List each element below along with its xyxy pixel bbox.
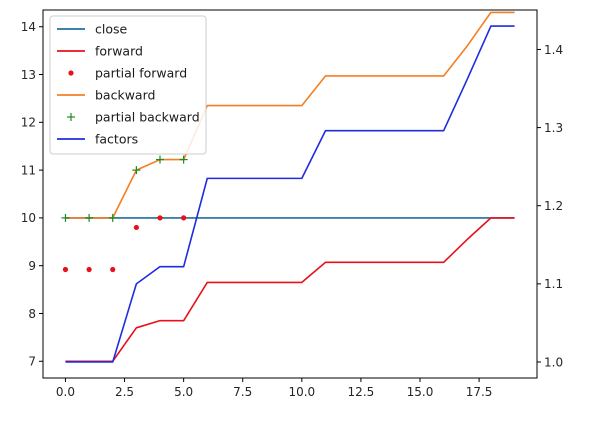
y-left-tick-label: 10 <box>21 211 36 225</box>
legend-label: factors <box>95 132 138 147</box>
series-point-partial-forward <box>62 266 69 273</box>
legend-dot-swatch <box>68 70 74 76</box>
y-left-tick-label: 9 <box>28 259 36 273</box>
series-point-partial-forward <box>133 224 139 231</box>
plot-frame <box>42 9 538 379</box>
series-line-factors <box>65 25 515 363</box>
y-axis-left: 7 8 9 10 11 12 13 14 <box>21 20 43 369</box>
series-layer <box>61 11 515 363</box>
y-left-tick-label: 13 <box>21 68 36 82</box>
x-tick-label: 17.5 <box>466 385 493 399</box>
series-point-partial-backward <box>85 213 94 222</box>
y-left-tick-label: 11 <box>21 163 36 177</box>
legend-item-forward: forward <box>57 44 143 59</box>
x-tick-label: 12.5 <box>348 385 375 399</box>
legend-box <box>49 15 207 155</box>
legend-item-factors: factors <box>57 132 138 147</box>
legend: close forward partial forward backward parti… <box>49 15 207 155</box>
series-point-partial-backward <box>179 155 188 164</box>
series-line-forward <box>65 217 515 363</box>
y-right-tick-label: 1.0 <box>544 355 563 369</box>
x-axis: 0.0 2.5 5.0 7.5 10.0 12.5 15.0 17.5 <box>56 378 493 399</box>
y-right-tick-label: 1.1 <box>544 277 563 291</box>
legend-label: close <box>95 22 128 37</box>
y-right-tick-label: 1.4 <box>544 43 563 57</box>
x-tick-label: 10.0 <box>288 385 315 399</box>
x-tick-label: 15.0 <box>407 385 434 399</box>
x-tick-label: 7.5 <box>233 385 252 399</box>
y-right-tick-label: 1.2 <box>544 199 563 213</box>
series-point-partial-forward <box>181 215 187 221</box>
y-left-tick-label: 8 <box>28 307 36 321</box>
series-point-partial-backward <box>156 155 164 164</box>
series-line-backward <box>65 11 515 219</box>
legend-item-partial-forward: partial forward <box>68 66 187 81</box>
series-point-partial-backward <box>61 213 70 222</box>
series-point-partial-backward <box>132 166 141 175</box>
series-point-partial-backward <box>108 213 117 222</box>
y-left-tick-label: 14 <box>21 20 36 34</box>
y-axis-right: 1.0 1.1 1.2 1.3 1.4 <box>537 43 563 369</box>
y-left-tick-label: 7 <box>28 355 36 369</box>
legend-label: forward <box>95 44 143 59</box>
series-point-partial-forward <box>110 266 116 273</box>
legend-item-partial-backward: partial backward <box>67 110 200 125</box>
legend-label: backward <box>95 88 155 103</box>
legend-label: partial forward <box>95 66 187 81</box>
x-tick-label: 2.5 <box>115 385 134 399</box>
series-point-partial-forward <box>86 266 92 273</box>
legend-item-close: close <box>57 22 128 37</box>
y-right-tick-label: 1.3 <box>544 121 563 135</box>
series-point-partial-forward <box>157 215 163 221</box>
x-tick-label: 0.0 <box>56 385 75 399</box>
x-tick-label: 5.0 <box>174 385 193 399</box>
y-left-tick-label: 12 <box>21 116 36 130</box>
legend-item-backward: backward <box>57 88 155 103</box>
legend-label: partial backward <box>95 110 200 125</box>
